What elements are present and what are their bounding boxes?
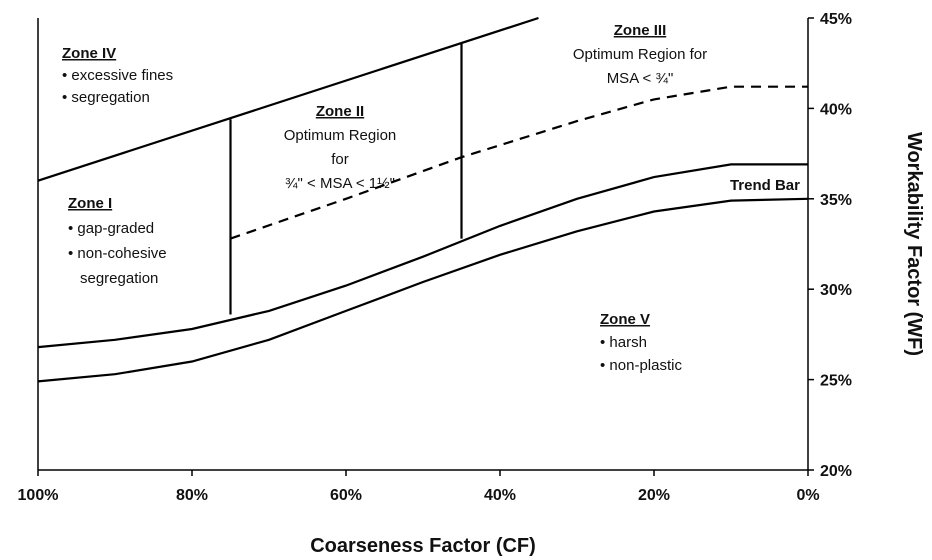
zone-text: Optimum Region for	[573, 46, 707, 63]
y-tick-label: 25%	[820, 373, 852, 390]
zone-text: • harsh	[600, 334, 647, 351]
zone-text: Optimum Region	[284, 127, 397, 144]
trend-label: Trend Bar	[730, 177, 800, 194]
zone-title: Zone I	[68, 195, 112, 212]
x-tick-label: 0%	[796, 487, 819, 504]
zone-text: • non-plastic	[600, 357, 682, 374]
x-tick-label: 100%	[18, 487, 59, 504]
zone-title: Zone V	[600, 311, 650, 328]
line	[37, 197, 809, 383]
y-tick-label: 45%	[820, 11, 852, 28]
line	[37, 163, 808, 349]
zone-text: ¾" < MSA < 1½"	[285, 175, 395, 192]
zone-text: • excessive fines	[62, 67, 173, 84]
zone-text: • segregation	[62, 89, 150, 106]
zone-text: • gap-graded	[68, 220, 154, 237]
zone-title: Zone IV	[62, 45, 116, 62]
line	[37, 16, 539, 182]
y-tick-label: 35%	[820, 192, 852, 209]
line	[230, 85, 808, 240]
zone-text: for	[331, 151, 349, 168]
zone-title: Zone III	[614, 22, 667, 39]
y-axis-title: Workability Factor (WF)	[903, 132, 925, 356]
x-tick-label: 40%	[484, 487, 516, 504]
zone-title: Zone II	[316, 103, 364, 120]
y-tick-label: 40%	[820, 101, 852, 118]
y-tick-label: 30%	[820, 282, 852, 299]
y-tick-label: 20%	[820, 463, 852, 480]
zone-text: segregation	[80, 270, 158, 287]
x-tick-label: 80%	[176, 487, 208, 504]
x-axis-title: Coarseness Factor (CF)	[310, 535, 536, 557]
zone-text: • non-cohesive	[68, 245, 167, 262]
x-tick-label: 60%	[330, 487, 362, 504]
x-tick-label: 20%	[638, 487, 670, 504]
zone-text: MSA < ¾"	[607, 70, 674, 87]
